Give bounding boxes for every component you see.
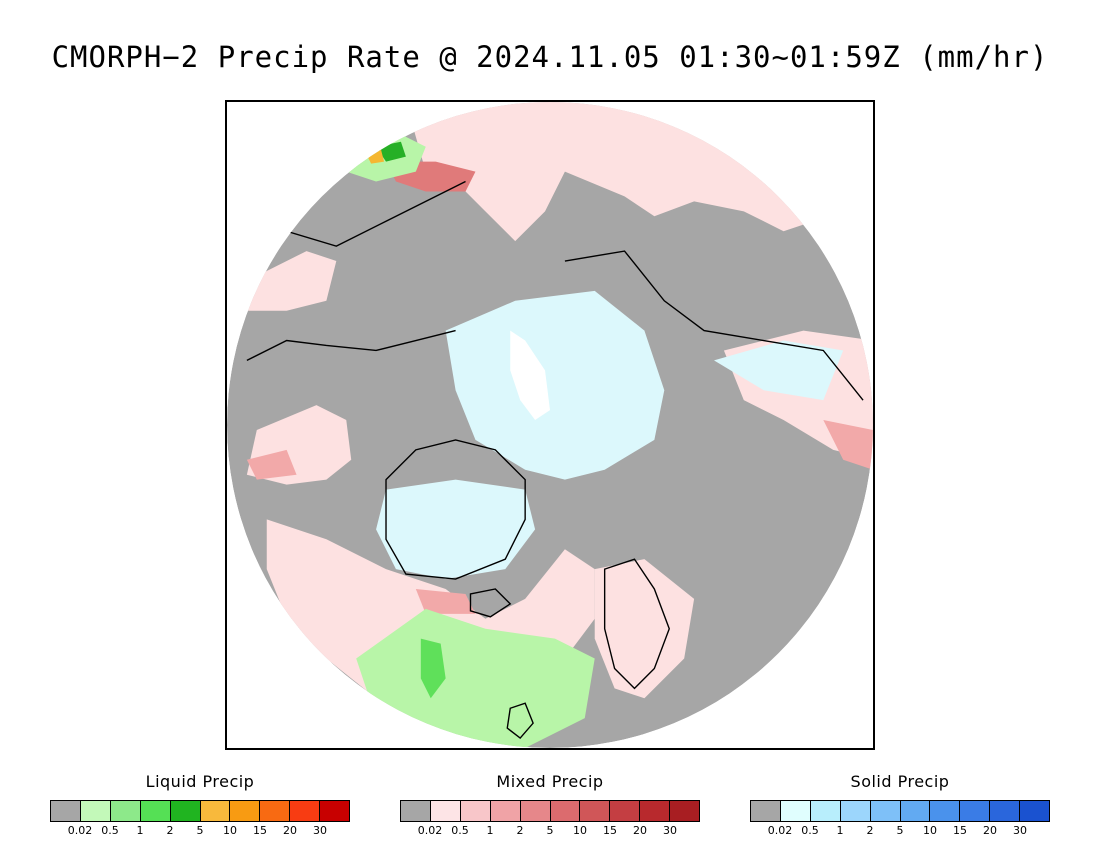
legend-swatch [290, 801, 321, 821]
legend-swatch [670, 801, 700, 821]
legend-liquid-precip: Liquid Precip 0.02 0.5 1 2 5 10 15 20 30 [50, 772, 350, 838]
legend-tick-label: 15 [603, 824, 617, 837]
legend-title: Solid Precip [850, 772, 950, 791]
liquid-precip-region-europe [356, 608, 595, 748]
chart-title: CMORPH−2 Precip Rate @ 2024.11.05 01:30~… [51, 40, 1049, 74]
legend-swatch [610, 801, 641, 821]
legend-swatch [900, 801, 931, 821]
legend-swatch [260, 801, 291, 821]
legend-tick-label: 20 [283, 824, 297, 837]
mixed-precip-band-east [823, 420, 873, 470]
legend-mixed-precip: Mixed Precip 0.02 0.5 1 2 5 10 15 20 30 [400, 772, 700, 838]
solid-precip-region-arctic-ocean [445, 290, 665, 480]
legend-swatch [840, 801, 871, 821]
coastline-iceland [469, 588, 512, 618]
coastline-greenland [385, 439, 526, 580]
legend-swatch [170, 801, 201, 821]
map-svg [227, 102, 873, 748]
legend-swatch [230, 801, 261, 821]
mixed-precip-region-scandinavia [594, 559, 695, 699]
legend-tick-label: 30 [663, 824, 677, 837]
legend-swatch [1020, 801, 1050, 821]
legend-swatch [990, 801, 1021, 821]
legend-tick-label: 1 [136, 824, 144, 837]
legend-swatch [200, 801, 231, 821]
legend-tick-label: 15 [953, 824, 967, 837]
legend-tick-label: 20 [983, 824, 997, 837]
legend-tick-label: 5 [896, 824, 904, 837]
legend-swatch [320, 801, 350, 821]
legend-color-bar [400, 800, 700, 822]
legend-tick-label: 2 [866, 824, 874, 837]
legend-solid-precip: Solid Precip 0.02 0.5 1 2 5 10 15 20 30 [750, 772, 1050, 838]
legend-swatch [550, 801, 581, 821]
legend-swatch [870, 801, 901, 821]
legend-tick-label: 0.5 [801, 824, 819, 837]
legend-tick-label: 1 [836, 824, 844, 837]
legend-tick-label: 2 [516, 824, 524, 837]
legend-tick-label: 5 [546, 824, 554, 837]
legend-tick-label: 10 [923, 824, 937, 837]
legend-tick-label: 0.02 [67, 824, 93, 837]
coastline-siberia [564, 250, 864, 401]
legend-title: Mixed Precip [496, 772, 604, 791]
legend-tick-label: 15 [253, 824, 267, 837]
legend-tick-labels: 0.02 0.5 1 2 5 10 15 20 30 [750, 824, 1050, 838]
legend-swatch [460, 801, 491, 821]
snow-heavy-core [510, 330, 550, 421]
legend-color-bar [50, 800, 350, 822]
legend-swatch [960, 801, 991, 821]
legend-tick-labels: 0.02 0.5 1 2 5 10 15 20 30 [50, 824, 350, 838]
legend-swatch [110, 801, 141, 821]
legend-swatch [780, 801, 811, 821]
legend-tick-label: 30 [1013, 824, 1027, 837]
legend-swatch [490, 801, 521, 821]
coastline-scandinavia [603, 558, 671, 690]
legend-swatch [580, 801, 611, 821]
solid-precip-region-laptev [713, 340, 844, 401]
coastline-british-isles [506, 702, 534, 740]
legend-tick-labels: 0.02 0.5 1 2 5 10 15 20 30 [400, 824, 700, 838]
polar-map [225, 100, 875, 750]
legend-swatch [401, 801, 431, 821]
legend-tick-label: 0.02 [417, 824, 443, 837]
legend-tick-label: 0.5 [101, 824, 119, 837]
legend-tick-label: 0.5 [451, 824, 469, 837]
legend-tick-label: 10 [223, 824, 237, 837]
legend-swatch [930, 801, 961, 821]
coastline-canada-arctic [246, 329, 456, 362]
legend-tick-label: 0.02 [767, 824, 793, 837]
legend-tick-label: 20 [633, 824, 647, 837]
legend-swatch [51, 801, 81, 821]
mixed-precip-region-alaska [246, 251, 337, 311]
legend-tick-label: 10 [573, 824, 587, 837]
legend-tick-label: 2 [166, 824, 174, 837]
liquid-precip-core-europe [420, 638, 446, 699]
legend-swatch [80, 801, 111, 821]
legend-swatch [140, 801, 171, 821]
legend-swatch [751, 801, 781, 821]
legend-tick-label: 5 [196, 824, 204, 837]
legend-swatch [640, 801, 671, 821]
legend-swatch [810, 801, 841, 821]
legend-swatch [430, 801, 461, 821]
mixed-precip-band-labrador [246, 449, 297, 480]
legend-title: Liquid Precip [145, 772, 255, 791]
legend-tick-label: 30 [313, 824, 327, 837]
mixed-precip-band-iceland [415, 588, 476, 614]
solid-precip-region-greenland [376, 479, 536, 580]
legend-swatch [520, 801, 551, 821]
legend-tick-label: 1 [486, 824, 494, 837]
legend-color-bar [750, 800, 1050, 822]
